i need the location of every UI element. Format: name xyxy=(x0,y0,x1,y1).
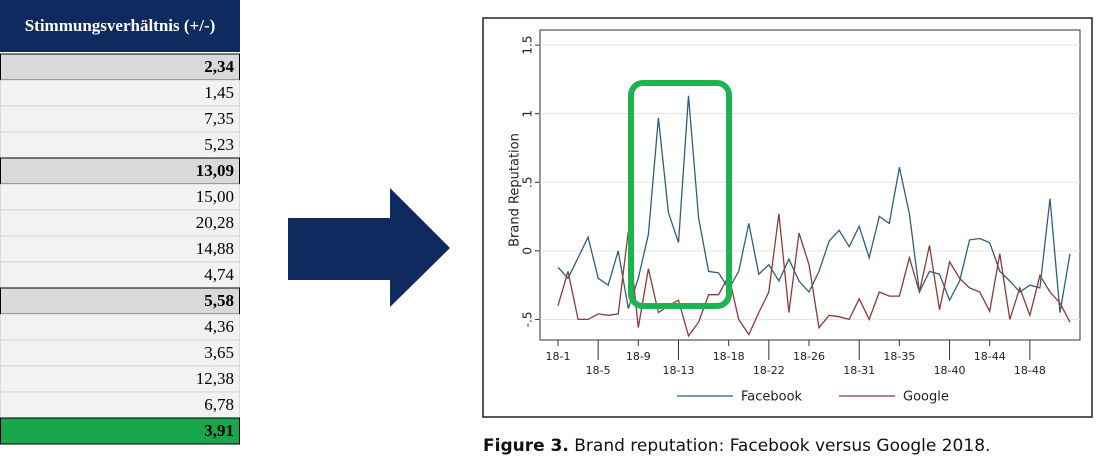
x-tick-label: 18-40 xyxy=(934,364,966,377)
table-cell: 2,34 xyxy=(204,57,234,76)
series-line xyxy=(557,95,1071,313)
table-row xyxy=(0,183,240,211)
x-tick-label: 18-31 xyxy=(843,364,875,377)
table-row xyxy=(0,53,240,81)
highlight-box xyxy=(628,80,732,309)
x-tick-label: 18-9 xyxy=(626,350,651,363)
y-tick-label: 0 xyxy=(521,247,535,255)
y-tick-label: 1 xyxy=(521,110,535,118)
x-tick-label: 18-5 xyxy=(586,364,611,377)
table-row xyxy=(0,235,240,263)
table-cell: 5,58 xyxy=(204,291,234,310)
legend-label: Google xyxy=(903,390,949,405)
x-tick-label: 18-13 xyxy=(662,364,694,377)
table-cell: 15,00 xyxy=(196,187,234,206)
x-tick-label: 18-18 xyxy=(713,350,745,363)
table-row xyxy=(0,287,240,315)
table-cell: 4,74 xyxy=(204,265,234,284)
table-row xyxy=(0,339,240,367)
table-row xyxy=(0,261,240,289)
legend-label: Facebook xyxy=(741,390,803,405)
table-cell: 6,78 xyxy=(204,395,234,414)
table-cell: 1,45 xyxy=(204,83,234,102)
y-tick-label: 1.5 xyxy=(521,36,535,55)
table-cell: 20,28 xyxy=(196,213,234,232)
table-row xyxy=(0,417,240,445)
table-header xyxy=(0,0,240,52)
table-row xyxy=(0,79,240,107)
x-tick-label: 18-22 xyxy=(753,364,785,377)
x-tick-label: 18-1 xyxy=(546,350,571,363)
table-cell: 13,09 xyxy=(196,161,234,180)
table-header-text: Stimmungsverhältnis (+/-) xyxy=(25,16,216,35)
table-row xyxy=(0,365,240,393)
x-tick-label: 18-48 xyxy=(1014,364,1046,377)
table-cell: 12,38 xyxy=(196,369,234,388)
series-line xyxy=(557,213,1071,338)
x-tick-label: 18-35 xyxy=(883,350,915,363)
y-axis-label: Brand Reputation xyxy=(508,133,523,247)
chart-frame xyxy=(482,17,1093,418)
x-tick-label: 18-44 xyxy=(974,350,1006,363)
caption-text: Brand reputation: Facebook versus Google… xyxy=(574,436,990,456)
table-row xyxy=(0,391,240,419)
arrow xyxy=(288,188,450,307)
table-cell: 3,65 xyxy=(204,343,234,362)
table-cell: 5,23 xyxy=(204,135,234,154)
table-cell: 4,36 xyxy=(204,317,234,336)
table-cell: 3,91 xyxy=(204,421,234,440)
plot-area xyxy=(539,29,1081,341)
table-cell: 14,88 xyxy=(196,239,234,258)
y-tick-label: .5 xyxy=(521,177,535,188)
caption-label: Figure 3. xyxy=(483,436,569,456)
table-row xyxy=(0,131,240,159)
table-row xyxy=(0,105,240,133)
table-row xyxy=(0,313,240,341)
x-tick-label: 18-26 xyxy=(793,350,825,363)
caption: Figure 3. Brand reputation: Facebook ver… xyxy=(483,436,990,456)
table-cell: 7,35 xyxy=(204,109,234,128)
y-tick-label: -.5 xyxy=(521,312,535,328)
